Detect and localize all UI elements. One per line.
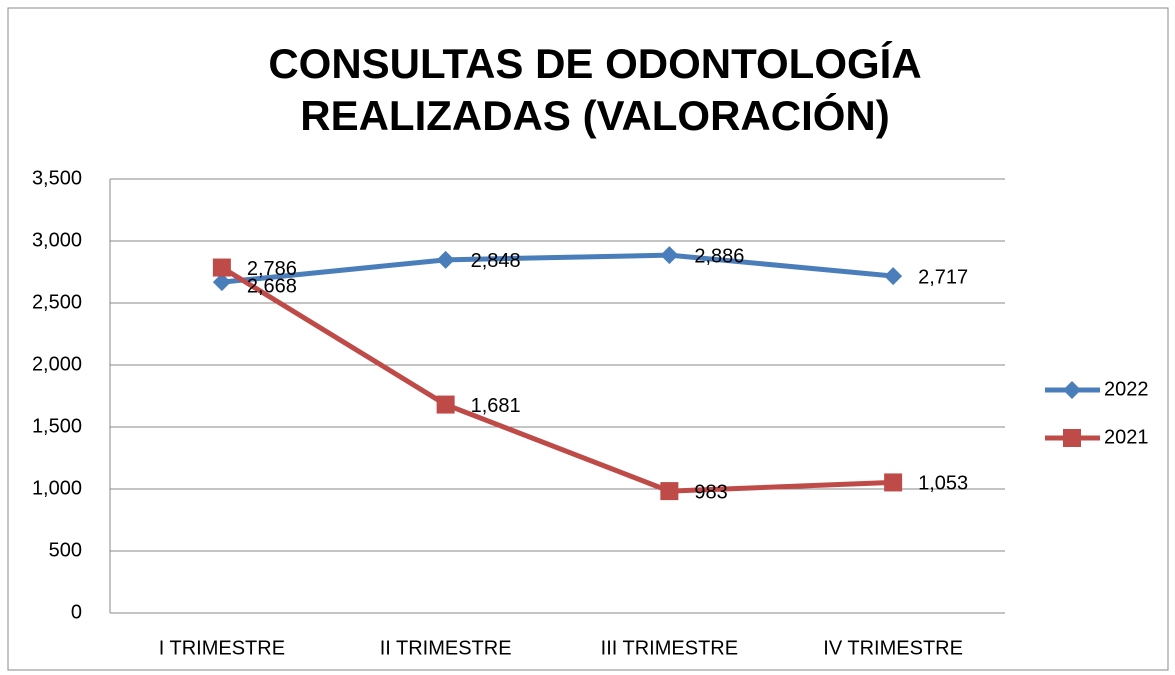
- x-tick-label: IV TRIMESTRE: [823, 637, 963, 659]
- x-tick-label: I TRIMESTRE: [159, 637, 285, 659]
- data-label: 2,848: [471, 250, 521, 272]
- data-label: 1,053: [918, 473, 968, 495]
- point: [212, 273, 231, 292]
- legend-label: 2021: [1104, 426, 1149, 448]
- point: [660, 246, 679, 265]
- legend-label: 2022: [1104, 378, 1149, 400]
- y-tick-label: 1,500: [32, 415, 82, 437]
- y-tick-label: 1,000: [32, 477, 82, 499]
- y-tick-label: 2,500: [32, 291, 82, 313]
- data-label: 983: [694, 481, 727, 503]
- point: [1063, 381, 1081, 399]
- y-tick-label: 2,000: [32, 353, 82, 375]
- y-tick-label: 0: [71, 601, 82, 623]
- point: [212, 258, 231, 277]
- series-line: [221, 252, 894, 285]
- point: [884, 267, 903, 286]
- chart-title: CONSULTAS DE ODONTOLOGÍA REALIZADAS (VAL…: [268, 40, 922, 139]
- y-tick-label: 3,000: [32, 229, 82, 251]
- point: [1063, 429, 1081, 447]
- data-label: 2,786: [247, 258, 297, 280]
- x-tick-label: II TRIMESTRE: [380, 637, 512, 659]
- y-tick-label: 3,500: [32, 167, 82, 189]
- point: [884, 473, 903, 492]
- chart-border: [7, 7, 1169, 671]
- data-label: 2,886: [694, 245, 744, 267]
- x-tick-label: III TRIMESTRE: [601, 637, 738, 659]
- series-line: [220, 265, 894, 494]
- point: [436, 395, 455, 414]
- data-label: 1,681: [471, 395, 521, 417]
- data-label: 2,668: [247, 275, 297, 297]
- point: [660, 482, 679, 501]
- y-tick-label: 500: [49, 539, 82, 561]
- point: [436, 250, 455, 269]
- data-label: 2,717: [918, 266, 968, 288]
